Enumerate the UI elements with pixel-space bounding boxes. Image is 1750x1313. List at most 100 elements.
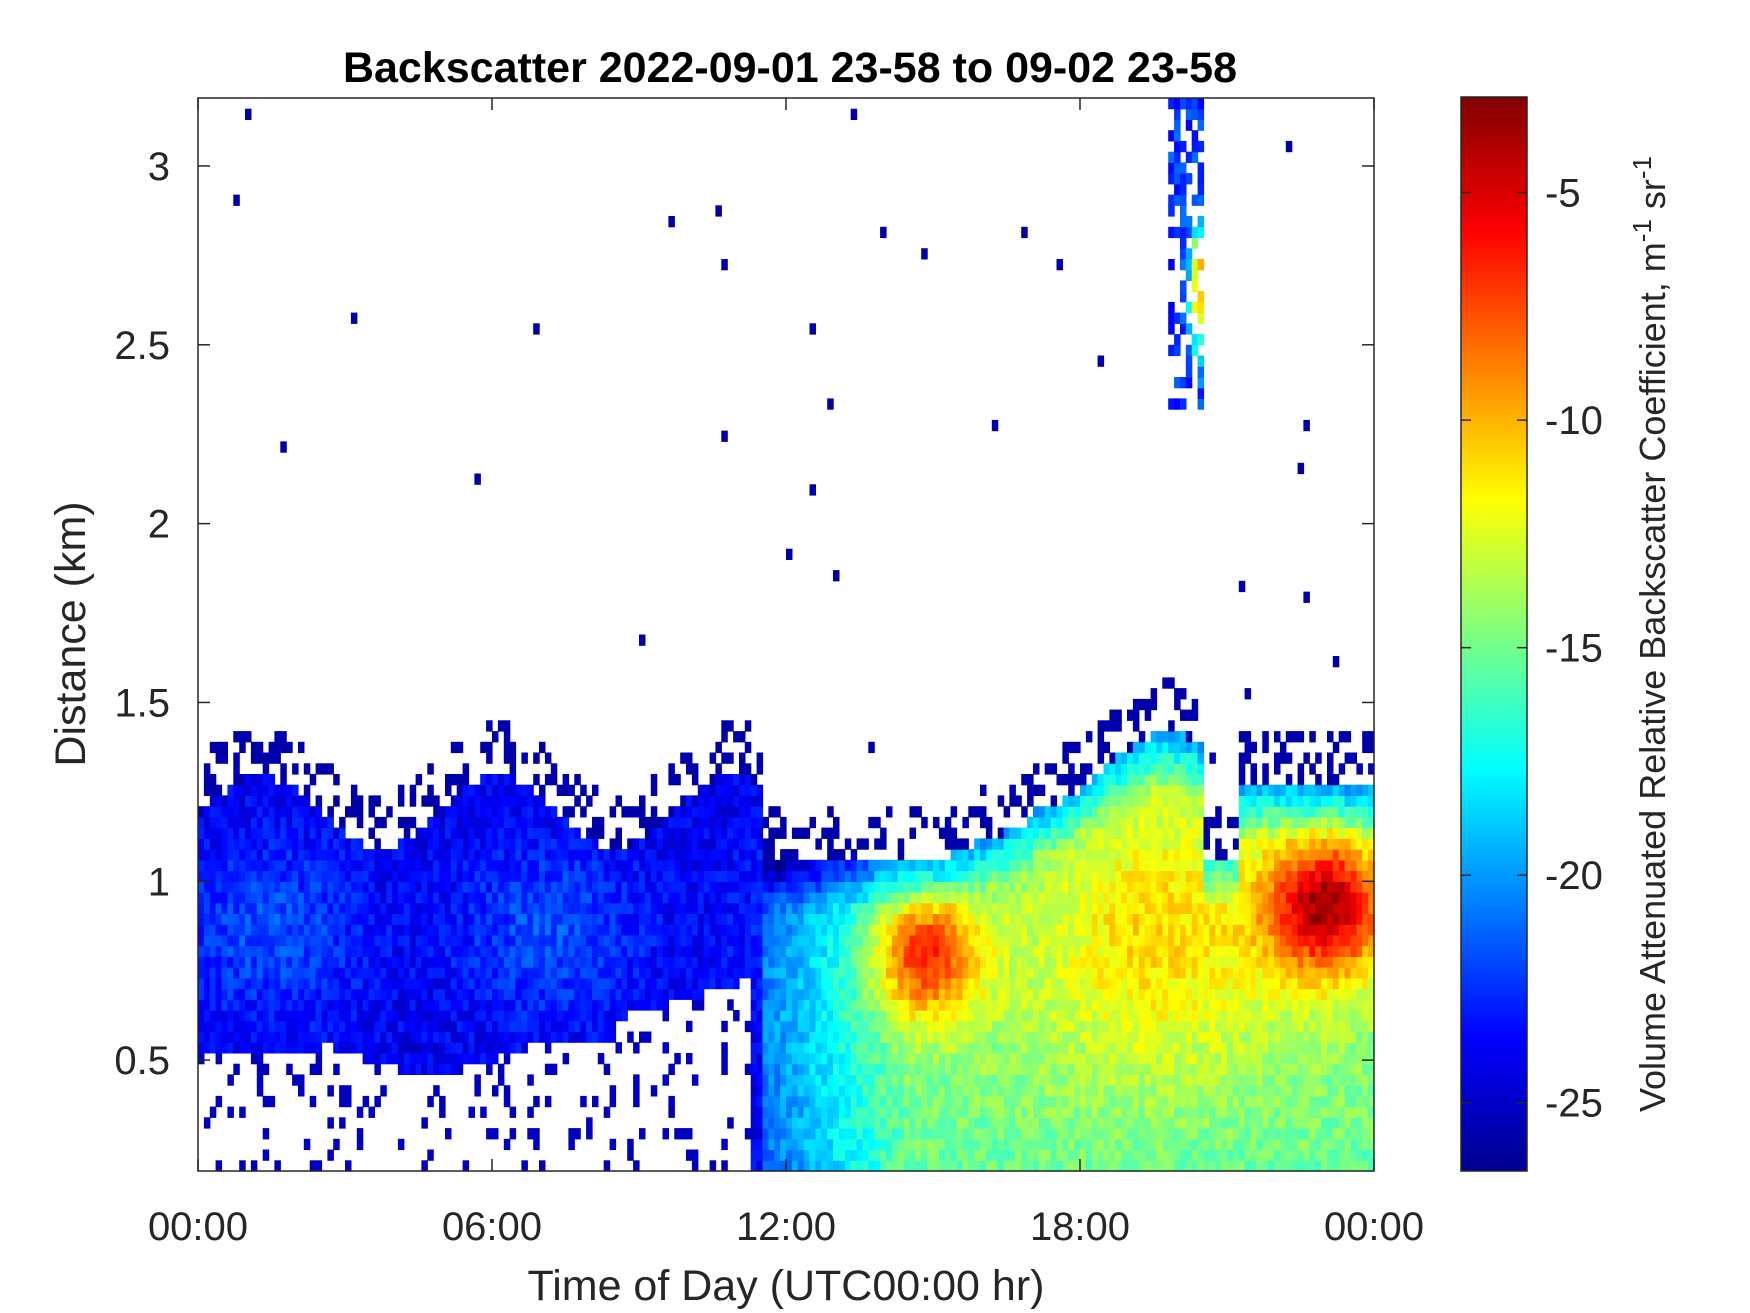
- heatmap-cell: [421, 870, 428, 882]
- heatmap-cell: [686, 849, 693, 861]
- heatmap-cell: [786, 977, 793, 990]
- heatmap-cell: [1109, 881, 1116, 893]
- heatmap-cell: [844, 934, 852, 947]
- heatmap-cell: [1027, 1117, 1034, 1129]
- heatmap-cell: [1085, 945, 1093, 957]
- heatmap-cell: [1085, 999, 1093, 1011]
- heatmap-cell: [497, 1010, 505, 1022]
- heatmap-cell: [298, 1031, 305, 1043]
- heatmap-cell: [780, 924, 787, 936]
- heatmap-cell: [333, 999, 340, 1011]
- heatmap-cell: [274, 1020, 281, 1033]
- heatmap-cell: [256, 795, 264, 807]
- heatmap-cell: [956, 1053, 963, 1065]
- heatmap-cell: [633, 881, 640, 893]
- heatmap-cell: [909, 1074, 916, 1086]
- heatmap-cell: [985, 870, 993, 882]
- heatmap-cell: [450, 838, 458, 850]
- heatmap-cell: [956, 1117, 963, 1129]
- heatmap-cell: [1085, 1063, 1093, 1075]
- heatmap-cell: [562, 999, 570, 1011]
- heatmap-cell: [1050, 1074, 1058, 1086]
- heatmap-cell: [497, 1063, 505, 1075]
- heatmap-cell: [492, 784, 499, 796]
- heatmap-cell: [262, 988, 270, 1000]
- heatmap-cell: [1091, 1031, 1099, 1043]
- heatmap-cell: [1033, 1160, 1040, 1172]
- heatmap-cell: [1156, 838, 1163, 850]
- heatmap-cell: [521, 816, 528, 829]
- heatmap-cell: [615, 838, 622, 850]
- heatmap-cell: [1127, 1095, 1134, 1108]
- heatmap-cell: [1144, 1138, 1152, 1151]
- heatmap-cell: [350, 881, 358, 893]
- heatmap-cell: [733, 784, 740, 796]
- heatmap-cell: [356, 806, 364, 818]
- heatmap-cell: [1132, 784, 1140, 796]
- heatmap-cell: [891, 1074, 899, 1086]
- heatmap-cell: [997, 1020, 1005, 1033]
- heatmap-cell: [262, 902, 270, 914]
- heatmap-cell: [762, 956, 769, 968]
- heatmap-cell: [374, 1010, 381, 1022]
- heatmap-cell: [233, 902, 240, 914]
- heatmap-cell: [321, 902, 328, 914]
- heatmap-cell: [609, 1085, 617, 1097]
- heatmap-cell: [1115, 945, 1122, 957]
- heatmap-cell: [556, 816, 564, 829]
- heatmap-cell: [962, 945, 969, 957]
- heatmap-cell: [556, 902, 564, 914]
- heatmap-cell: [1138, 988, 1146, 1000]
- heatmap-cell: [1038, 999, 1046, 1011]
- heatmap-cell: [503, 977, 511, 990]
- heatmap-cell: [403, 988, 411, 1000]
- heatmap-cell: [298, 913, 305, 925]
- heatmap-cell: [921, 1010, 928, 1022]
- heatmap-cell: [786, 1160, 793, 1172]
- heatmap-cell: [1080, 999, 1087, 1011]
- heatmap-cell: [433, 902, 440, 914]
- heatmap-cell: [580, 999, 587, 1011]
- heatmap-cell: [915, 913, 922, 925]
- heatmap-cell: [985, 1053, 993, 1065]
- heatmap-cell: [1091, 934, 1099, 947]
- heatmap-cell: [492, 1010, 499, 1022]
- heatmap-cell: [280, 967, 287, 979]
- heatmap-cell: [1062, 1031, 1069, 1043]
- heatmap-cell: [1050, 1020, 1058, 1033]
- heatmap-cell: [1180, 377, 1187, 389]
- heatmap-cell: [527, 956, 534, 968]
- heatmap-cell: [1009, 1042, 1016, 1054]
- heatmap-cell: [550, 967, 558, 979]
- heatmap-cell: [991, 1128, 999, 1140]
- heatmap-cell: [762, 988, 769, 1000]
- heatmap-cell: [427, 945, 434, 957]
- heatmap-cell: [780, 945, 787, 957]
- heatmap-cell: [492, 870, 499, 882]
- heatmap-cell: [280, 956, 287, 968]
- heatmap-cell: [686, 1053, 693, 1065]
- heatmap-cell: [574, 870, 581, 882]
- heatmap-cell: [298, 956, 305, 968]
- heatmap-cell: [1115, 784, 1122, 796]
- heatmap-cell: [1180, 967, 1187, 979]
- heatmap-cell: [492, 1031, 499, 1043]
- heatmap-cell: [415, 1020, 423, 1033]
- heatmap-cell: [198, 870, 205, 882]
- heatmap-cell: [1115, 999, 1122, 1011]
- heatmap-cell: [862, 1128, 869, 1140]
- heatmap-cell: [403, 956, 411, 968]
- heatmap-cell: [392, 988, 399, 1000]
- heatmap-cell: [1097, 999, 1105, 1011]
- heatmap-cell: [697, 902, 705, 914]
- heatmap-cell: [1132, 945, 1140, 957]
- heatmap-cell: [674, 924, 681, 936]
- heatmap-cell: [256, 1063, 264, 1075]
- heatmap-cell: [956, 1085, 963, 1097]
- heatmap-cell: [662, 902, 669, 914]
- heatmap-cell: [521, 956, 528, 968]
- heatmap-cell: [1162, 934, 1169, 947]
- heatmap-cell: [944, 1074, 952, 1086]
- heatmap-cell: [762, 1095, 769, 1108]
- heatmap-cell: [662, 859, 669, 872]
